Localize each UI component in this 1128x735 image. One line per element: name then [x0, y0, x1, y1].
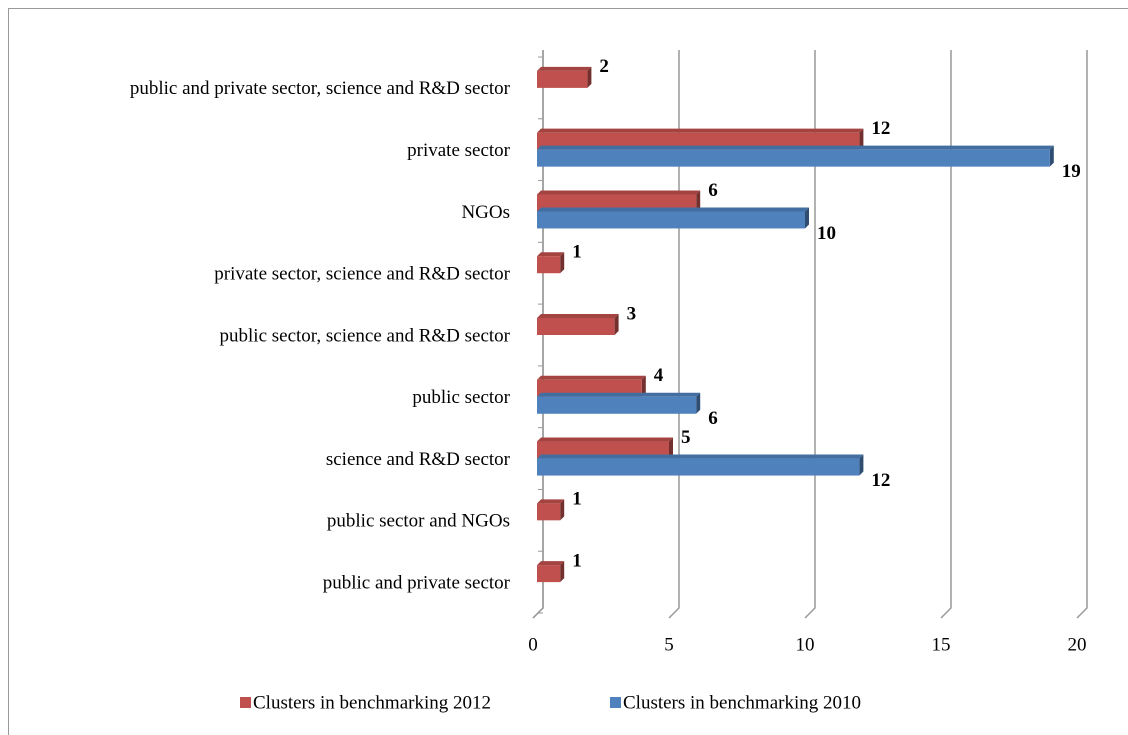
grid-line	[668, 50, 680, 619]
bar-top	[537, 66, 592, 71]
grid-line	[532, 50, 544, 619]
x-tick-label: 0	[528, 634, 538, 655]
x-tick-label: 20	[1068, 634, 1087, 655]
bar-side	[614, 314, 619, 335]
data-label: 6	[708, 408, 718, 429]
data-label: 10	[817, 223, 836, 244]
data-label: 1	[572, 550, 582, 571]
y-tick-label: private sector	[407, 140, 511, 161]
grid-line	[804, 50, 816, 619]
bar-top	[537, 454, 864, 459]
bar-top	[537, 375, 646, 380]
bar	[537, 379, 642, 397]
data-label: 19	[1062, 161, 1081, 182]
data-label: 6	[708, 180, 718, 201]
bar-top	[537, 314, 619, 318]
bar-top	[537, 145, 1054, 150]
data-label: 2	[599, 56, 609, 77]
y-tick-label: private sector, science and R&D sector	[214, 264, 510, 285]
bar	[537, 396, 697, 414]
bar-side	[560, 252, 565, 274]
y-tick-label: public and private sector, science and R…	[130, 78, 511, 99]
bar-side	[560, 499, 565, 521]
bar	[537, 132, 860, 150]
y-tick-label: public sector	[412, 387, 510, 408]
bar-top	[537, 252, 565, 257]
y-tick-label: public sector and NGOs	[327, 511, 510, 532]
x-tick-label: 5	[664, 634, 674, 655]
bar-side	[641, 375, 646, 397]
bar	[537, 149, 1050, 167]
y-tick-label: public and private sector	[323, 572, 511, 593]
bar-side	[560, 561, 565, 583]
legend-swatch	[240, 697, 251, 708]
bar	[537, 503, 561, 521]
bar	[537, 211, 805, 229]
bar-top	[537, 128, 864, 133]
bar-top	[537, 207, 809, 212]
data-label: 1	[572, 489, 582, 510]
data-label: 4	[654, 365, 664, 386]
bar-side	[696, 392, 701, 414]
bar-side	[696, 190, 701, 212]
bar	[537, 256, 561, 274]
bar	[537, 70, 588, 88]
bar	[537, 194, 697, 212]
bar	[537, 565, 561, 583]
bar-top	[537, 190, 701, 195]
chart-border	[8, 8, 1128, 735]
data-label: 12	[871, 118, 890, 139]
bar-top	[537, 561, 565, 566]
data-label: 3	[627, 303, 637, 324]
data-label: 1	[572, 242, 582, 263]
data-label: 5	[681, 427, 691, 448]
bar	[537, 318, 615, 335]
y-tick-label: public sector, science and R&D sector	[220, 325, 511, 346]
y-tick-label: NGOs	[461, 202, 510, 223]
grid-line	[940, 50, 952, 619]
y-tick-label: science and R&D sector	[326, 449, 511, 470]
bar-side	[859, 454, 864, 476]
legend-label: Clusters in benchmarking 2012	[253, 692, 491, 713]
legend-label: Clusters in benchmarking 2010	[623, 692, 861, 713]
bar-side	[1049, 145, 1054, 167]
bar-side	[859, 128, 864, 150]
bar	[537, 458, 860, 476]
legend-swatch	[610, 697, 621, 708]
grid-line	[1076, 50, 1088, 619]
data-label: 12	[871, 470, 890, 491]
x-tick-label: 15	[932, 634, 951, 655]
bar-top	[537, 437, 673, 442]
bar-side	[805, 207, 809, 229]
bar-side	[669, 437, 673, 459]
bar-top	[537, 392, 701, 397]
bar-top	[537, 499, 565, 504]
bar-side	[587, 66, 592, 88]
x-tick-label: 10	[796, 634, 815, 655]
bar	[537, 441, 669, 459]
